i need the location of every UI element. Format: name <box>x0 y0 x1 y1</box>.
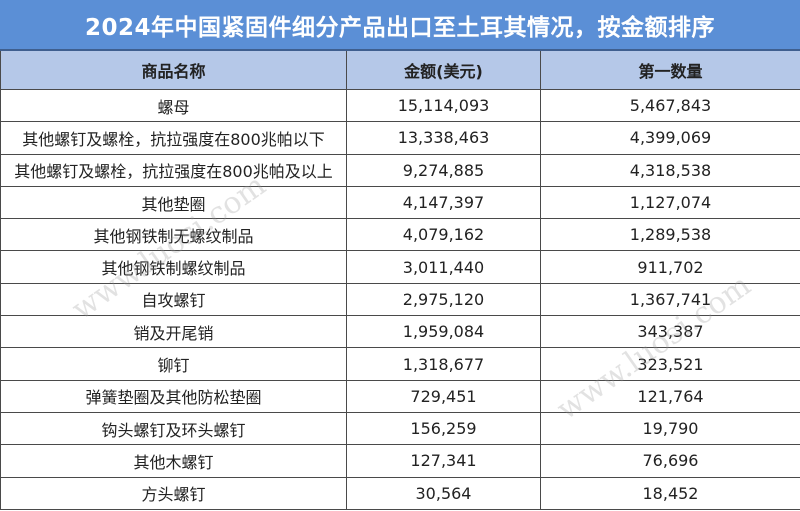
product-name: 方头螺钉 <box>0 476 347 510</box>
table-row: 其他木螺钉 127,341 76,696 <box>0 444 800 478</box>
quantity: 5,467,843 <box>540 88 800 123</box>
table-row: 其他螺钉及螺栓，抗拉强度在800兆帕及以上 9,274,885 4,318,538 <box>0 153 800 187</box>
product-name: 销及开尾销 <box>0 315 347 349</box>
quantity: 19,790 <box>540 411 800 446</box>
amount: 2,975,120 <box>346 282 541 317</box>
amount: 13,338,463 <box>346 121 541 155</box>
amount: 4,079,162 <box>346 218 541 252</box>
amount: 127,341 <box>346 444 541 478</box>
amount: 9,274,885 <box>346 153 541 187</box>
table-row: 其他螺钉及螺栓，抗拉强度在800兆帕以下 13,338,463 4,399,069 <box>0 121 800 155</box>
amount: 30,564 <box>346 476 541 510</box>
quantity: 1,127,074 <box>540 185 800 220</box>
product-name: 铆钉 <box>0 347 347 381</box>
table-row: 其他钢铁制螺纹制品 3,011,440 911,702 <box>0 250 800 284</box>
header-product-name: 商品名称 <box>0 51 347 90</box>
table-row: 销及开尾销 1,959,084 343,387 <box>0 315 800 349</box>
amount: 15,114,093 <box>346 88 541 123</box>
amount: 1,959,084 <box>346 315 541 349</box>
quantity: 323,521 <box>540 347 800 381</box>
amount: 156,259 <box>346 411 541 446</box>
table-row: 螺母 15,114,093 5,467,843 <box>0 88 800 123</box>
quantity: 1,289,538 <box>540 218 800 252</box>
amount: 1,318,677 <box>346 347 541 381</box>
quantity: 4,399,069 <box>540 121 800 155</box>
table-row: 其他钢铁制无螺纹制品 4,079,162 1,289,538 <box>0 218 800 252</box>
product-name: 自攻螺钉 <box>0 282 347 317</box>
product-name: 其他螺钉及螺栓，抗拉强度在800兆帕以下 <box>0 121 347 155</box>
quantity: 343,387 <box>540 315 800 349</box>
export-table: 商品名称 金额(美元) 第一数量 螺母 15,114,093 5,467,843 其… <box>0 51 800 510</box>
table-row: 其他垫圈 4,147,397 1,127,074 <box>0 185 800 220</box>
quantity: 911,702 <box>540 250 800 284</box>
product-name: 其他木螺钉 <box>0 444 347 478</box>
page-title: 2024年中国紧固件细分产品出口至土耳其情况，按金额排序 <box>84 14 715 41</box>
table-row: 钩头螺钉及环头螺钉 156,259 19,790 <box>0 411 800 446</box>
product-name: 其他钢铁制无螺纹制品 <box>0 218 347 252</box>
table-row: 方头螺钉 30,564 18,452 <box>0 476 800 510</box>
header-amount: 金额(美元) <box>346 51 541 90</box>
quantity: 121,764 <box>540 379 800 413</box>
product-name: 弹簧垫圈及其他防松垫圈 <box>0 379 347 413</box>
product-name: 钩头螺钉及环头螺钉 <box>0 411 347 446</box>
quantity: 18,452 <box>540 476 800 510</box>
title-bar: 2024年中国紧固件细分产品出口至土耳其情况，按金额排序 <box>0 0 800 51</box>
amount: 4,147,397 <box>346 185 541 220</box>
header-quantity: 第一数量 <box>540 51 800 90</box>
table-row: 铆钉 1,318,677 323,521 <box>0 347 800 381</box>
quantity: 4,318,538 <box>540 153 800 187</box>
amount: 729,451 <box>346 379 541 413</box>
quantity: 1,367,741 <box>540 282 800 317</box>
amount: 3,011,440 <box>346 250 541 284</box>
table-row: 自攻螺钉 2,975,120 1,367,741 <box>0 282 800 317</box>
product-name: 其他钢铁制螺纹制品 <box>0 250 347 284</box>
quantity: 76,696 <box>540 444 800 478</box>
product-name: 其他垫圈 <box>0 185 347 220</box>
table-row: 弹簧垫圈及其他防松垫圈 729,451 121,764 <box>0 379 800 413</box>
header-row: 商品名称 金额(美元) 第一数量 <box>0 51 800 90</box>
product-name: 其他螺钉及螺栓，抗拉强度在800兆帕及以上 <box>0 153 347 187</box>
product-name: 螺母 <box>0 88 347 123</box>
